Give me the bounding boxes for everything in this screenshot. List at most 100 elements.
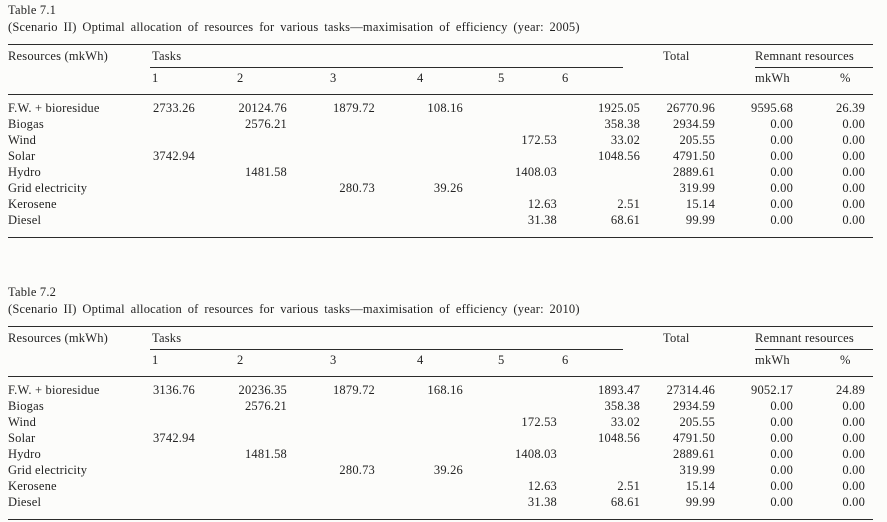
task-4-value-cell bbox=[380, 148, 468, 164]
task-1-value-cell bbox=[150, 462, 200, 478]
task-5-value-cell: 31.38 bbox=[527, 213, 557, 227]
remnant-percent-value-cell: 0.00 bbox=[842, 463, 866, 477]
task-4-value-cell bbox=[380, 116, 468, 132]
task-6-value-cell: 358.38 bbox=[604, 117, 641, 131]
total-value-cell: 99.99 bbox=[685, 495, 716, 509]
task-3-value-cell bbox=[292, 212, 380, 238]
task-5-value-cell bbox=[468, 95, 562, 117]
task-1-value-cell bbox=[150, 212, 200, 238]
task-3-value-cell bbox=[292, 430, 380, 446]
task-3-value-cell bbox=[292, 148, 380, 164]
col-header-total: Total bbox=[645, 44, 721, 95]
col-header-task-5: 5 bbox=[468, 68, 562, 95]
remnant-mkwh-value-cell: 0.00 bbox=[770, 399, 794, 413]
task-2-value-cell bbox=[200, 478, 292, 494]
task-1-value-cell: 3742.94 bbox=[152, 149, 195, 163]
task-1-value-cell: 3742.94 bbox=[152, 431, 195, 445]
col-header-remnant-percent: % bbox=[798, 350, 874, 377]
task-6-value-cell: 68.61 bbox=[610, 213, 641, 227]
resource-name-cell: Wind bbox=[8, 415, 37, 429]
remnant-percent-value-cell: 0.00 bbox=[842, 197, 866, 211]
task-6-value-cell: 2.51 bbox=[617, 479, 641, 493]
table-7-1-body: F.W. + bioresidue 2733.26 20124.76 1879.72 1… bbox=[8, 95, 873, 238]
table-row: Kerosene 12.63 2.51 15.14 0.00 0.00 bbox=[8, 196, 873, 212]
task-1-value-cell bbox=[150, 116, 200, 132]
remnant-percent-value-cell: 0.00 bbox=[842, 447, 866, 461]
task-5-value-cell: 1408.03 bbox=[514, 447, 557, 461]
col-group-header-tasks: Tasks bbox=[150, 45, 645, 68]
remnant-mkwh-value-cell: 0.00 bbox=[770, 197, 794, 211]
total-value-cell: 15.14 bbox=[685, 197, 716, 211]
task-6-value-cell: 1048.56 bbox=[598, 149, 641, 163]
col-header-task-2: 2 bbox=[200, 350, 292, 377]
total-value-cell: 319.99 bbox=[679, 463, 716, 477]
remnant-percent-value-cell: 0.00 bbox=[842, 165, 866, 179]
task-3-value-cell bbox=[292, 196, 380, 212]
remnant-mkwh-value-cell: 0.00 bbox=[770, 415, 794, 429]
allocation-table-2010: Resources (mkWh) Tasks Total Remnant res… bbox=[8, 326, 874, 520]
total-value-cell: 26770.96 bbox=[666, 101, 716, 115]
table-7-1-section: Table 7.1 (Scenario II) Optimal allocati… bbox=[8, 2, 874, 238]
task-6-value-cell: 68.61 bbox=[610, 495, 641, 509]
table-row: Hydro 1481.58 1408.03 2889.61 0.00 0.00 bbox=[8, 446, 873, 462]
remnant-mkwh-value-cell: 0.00 bbox=[770, 133, 794, 147]
remnant-percent-value-cell: 0.00 bbox=[842, 431, 866, 445]
task-5-value-cell: 12.63 bbox=[527, 197, 557, 211]
task-2-value-cell: 1481.58 bbox=[244, 447, 287, 461]
task-3-value-cell: 1879.72 bbox=[332, 383, 375, 397]
task-3-value-cell: 280.73 bbox=[339, 463, 375, 477]
task-4-value-cell bbox=[380, 414, 468, 430]
task-5-value-cell bbox=[468, 116, 562, 132]
resource-name-cell: Solar bbox=[8, 149, 36, 163]
remnant-mkwh-value-cell: 9595.68 bbox=[751, 101, 794, 115]
task-5-value-cell bbox=[468, 398, 562, 414]
task-2-value-cell bbox=[200, 494, 292, 520]
col-header-task-1: 1 bbox=[150, 68, 200, 95]
task-4-value-cell: 39.26 bbox=[433, 181, 463, 195]
allocation-table-2005: Resources (mkWh) Tasks Total Remnant res… bbox=[8, 44, 874, 238]
task-4-value-cell bbox=[380, 212, 468, 238]
task-4-value-cell bbox=[380, 494, 468, 520]
resource-name-cell: Biogas bbox=[8, 117, 44, 131]
resource-name-cell: F.W. + bioresidue bbox=[8, 101, 100, 115]
remnant-percent-value-cell: 0.00 bbox=[842, 399, 866, 413]
task-2-value-cell: 2576.21 bbox=[244, 399, 287, 413]
task-3-value-cell bbox=[292, 446, 380, 462]
table-row: Wind 172.53 33.02 205.55 0.00 0.00 bbox=[8, 414, 873, 430]
remnant-percent-value-cell: 0.00 bbox=[842, 415, 866, 429]
resource-name-cell: Hydro bbox=[8, 447, 41, 461]
table-7-2-section: Table 7.2 (Scenario II) Optimal allocati… bbox=[8, 284, 874, 520]
task-6-value-cell bbox=[562, 180, 645, 196]
task-2-value-cell bbox=[200, 430, 292, 446]
task-2-value-cell bbox=[200, 462, 292, 478]
col-header-task-2: 2 bbox=[200, 68, 292, 95]
table-row: Solar 3742.94 1048.56 4791.50 0.00 0.00 bbox=[8, 430, 873, 446]
task-5-value-cell bbox=[468, 430, 562, 446]
task-3-value-cell: 280.73 bbox=[339, 181, 375, 195]
remnant-group-label: Remnant resources bbox=[755, 331, 854, 345]
task-5-value-cell bbox=[468, 148, 562, 164]
task-4-value-cell: 108.16 bbox=[427, 101, 463, 115]
task-2-value-cell bbox=[200, 148, 292, 164]
task-1-value-cell bbox=[150, 180, 200, 196]
remnant-mkwh-value-cell: 0.00 bbox=[770, 117, 794, 131]
remnant-group-label: Remnant resources bbox=[755, 49, 854, 63]
table-7-1-caption-text: (Scenario II) Optimal allocation of reso… bbox=[8, 20, 580, 34]
task-1-value-cell bbox=[150, 164, 200, 180]
remnant-percent-value-cell: 24.89 bbox=[835, 383, 866, 397]
task-5-value-cell: 1408.03 bbox=[514, 165, 557, 179]
task-3-value-cell bbox=[292, 116, 380, 132]
task-6-value-cell: 358.38 bbox=[604, 399, 641, 413]
task-6-value-cell: 33.02 bbox=[610, 133, 641, 147]
task-1-value-cell bbox=[150, 446, 200, 462]
total-value-cell: 2889.61 bbox=[673, 165, 716, 179]
task-1-value-cell bbox=[150, 478, 200, 494]
total-value-cell: 99.99 bbox=[685, 213, 716, 227]
task-3-value-cell bbox=[292, 132, 380, 148]
col-header-remnant-mkwh: mkWh bbox=[720, 68, 799, 95]
task-2-value-cell: 1481.58 bbox=[244, 165, 287, 179]
table-row: Diesel 31.38 68.61 99.99 0.00 0.00 bbox=[8, 212, 873, 238]
task-2-value-cell bbox=[200, 414, 292, 430]
tasks-group-label: Tasks bbox=[152, 331, 182, 345]
task-1-value-cell bbox=[150, 398, 200, 414]
